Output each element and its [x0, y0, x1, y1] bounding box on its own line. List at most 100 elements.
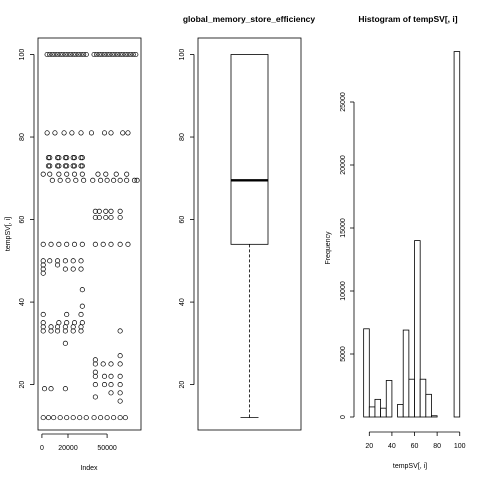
histogram-bar [414, 240, 421, 418]
scatter-point [57, 415, 63, 421]
scatter-point [108, 361, 114, 367]
boxplot-y-tick-label: 100 [179, 49, 186, 61]
scatter-point [56, 155, 62, 161]
scatter-point [92, 394, 98, 400]
scatter-point [78, 155, 84, 161]
scatter-points [40, 51, 140, 421]
scatter-point [64, 241, 70, 247]
histogram-y-tick-label: 20000 [340, 155, 347, 175]
scatter-point [56, 171, 62, 177]
scatter-point [40, 270, 46, 276]
scatter-point [78, 324, 84, 330]
scatter-point [62, 328, 68, 334]
scatter-point [57, 51, 63, 58]
scatter-point [62, 258, 68, 264]
scatter-point [128, 51, 134, 58]
scatter-point [55, 262, 61, 268]
scatter-point [92, 369, 98, 375]
scatter-point [62, 266, 68, 272]
histogram-bar [431, 415, 438, 418]
scatter-point [91, 415, 97, 421]
scatter-point [125, 130, 131, 136]
scatter-point [103, 171, 109, 177]
scatter-point [103, 208, 109, 214]
scatter-point [62, 340, 68, 346]
scatter-point [40, 171, 46, 177]
scatter-point [92, 214, 98, 221]
scatter-point [62, 163, 68, 169]
scatter-point [70, 266, 76, 272]
scatter-point [70, 51, 76, 58]
scatter-point [90, 177, 96, 183]
scatter-point [83, 51, 89, 58]
scatter-point [117, 328, 123, 334]
scatter-point [71, 241, 78, 247]
histogram-y-tick-label: 5000 [340, 346, 347, 362]
scatter-point [48, 328, 54, 334]
histogram-x-tick-label: 60 [411, 443, 419, 450]
scatter-point [101, 373, 108, 379]
scatter-point [108, 214, 114, 221]
scatter-point [60, 51, 66, 58]
scatter-point [120, 51, 126, 58]
scatter-point [79, 320, 85, 326]
scatter-point [78, 328, 84, 334]
scatter-point [56, 320, 62, 326]
scatter-x-tick-label: 0 [40, 445, 44, 452]
scatter-point [111, 177, 117, 183]
scatter-point [64, 415, 70, 421]
histogram-bar [408, 378, 415, 418]
scatter-point [55, 51, 61, 58]
scatter-point [92, 361, 98, 367]
scatter-point [133, 51, 139, 58]
scatter-point [70, 328, 76, 334]
scatter-point [117, 361, 123, 367]
boxplot-y-axis: 20 40 60 80 100 [179, 49, 195, 389]
boxplot-title: global_memory_store_efficiency [183, 14, 316, 24]
scatter-point [88, 130, 95, 136]
scatter-point [111, 415, 117, 421]
scatter-point [131, 177, 138, 183]
scatter-point [40, 415, 46, 421]
scatter-point [48, 324, 54, 330]
scatter-point [79, 241, 85, 247]
scatter-point [112, 51, 118, 58]
scatter-point [40, 324, 46, 330]
scatter-point [62, 386, 68, 392]
scatter-point [92, 208, 98, 214]
scatter-panel: 0 20000 50000 20 40 60 80 100 Index tempSV[, i… [5, 37, 142, 472]
scatter-point [114, 51, 121, 58]
scatter-point [73, 51, 79, 58]
scatter-point [104, 51, 110, 58]
scatter-point [79, 287, 85, 293]
scatter-point [52, 130, 58, 136]
scatter-point [73, 177, 79, 183]
scatter-y-tick-label: 40 [19, 298, 26, 306]
scatter-point [117, 373, 123, 379]
histogram-bar [385, 380, 393, 418]
scatter-x-label: Index [80, 465, 98, 472]
histogram-bar [397, 403, 404, 418]
scatter-point [70, 163, 76, 169]
scatter-point [45, 415, 51, 421]
scatter-point [125, 241, 131, 247]
scatter-point [122, 415, 128, 421]
scatter-point [77, 415, 83, 421]
scatter-point [78, 163, 84, 169]
scatter-y-label: tempSV[, i] [5, 217, 12, 251]
scatter-point [96, 214, 102, 221]
scatter-point [122, 51, 128, 58]
scatter-point [71, 155, 78, 161]
scatter-point [103, 214, 109, 221]
scatter-point [61, 130, 67, 136]
histogram-x-tick-label: 80 [433, 443, 441, 450]
scatter-point [44, 130, 50, 136]
scatter-point [56, 163, 62, 169]
scatter-point [104, 415, 110, 421]
histogram-bar [419, 378, 427, 418]
scatter-point [57, 177, 63, 183]
scatter-point [117, 390, 123, 396]
scatter-point [65, 177, 71, 183]
boxplot-frame [197, 37, 302, 431]
scatter-point [69, 130, 75, 136]
